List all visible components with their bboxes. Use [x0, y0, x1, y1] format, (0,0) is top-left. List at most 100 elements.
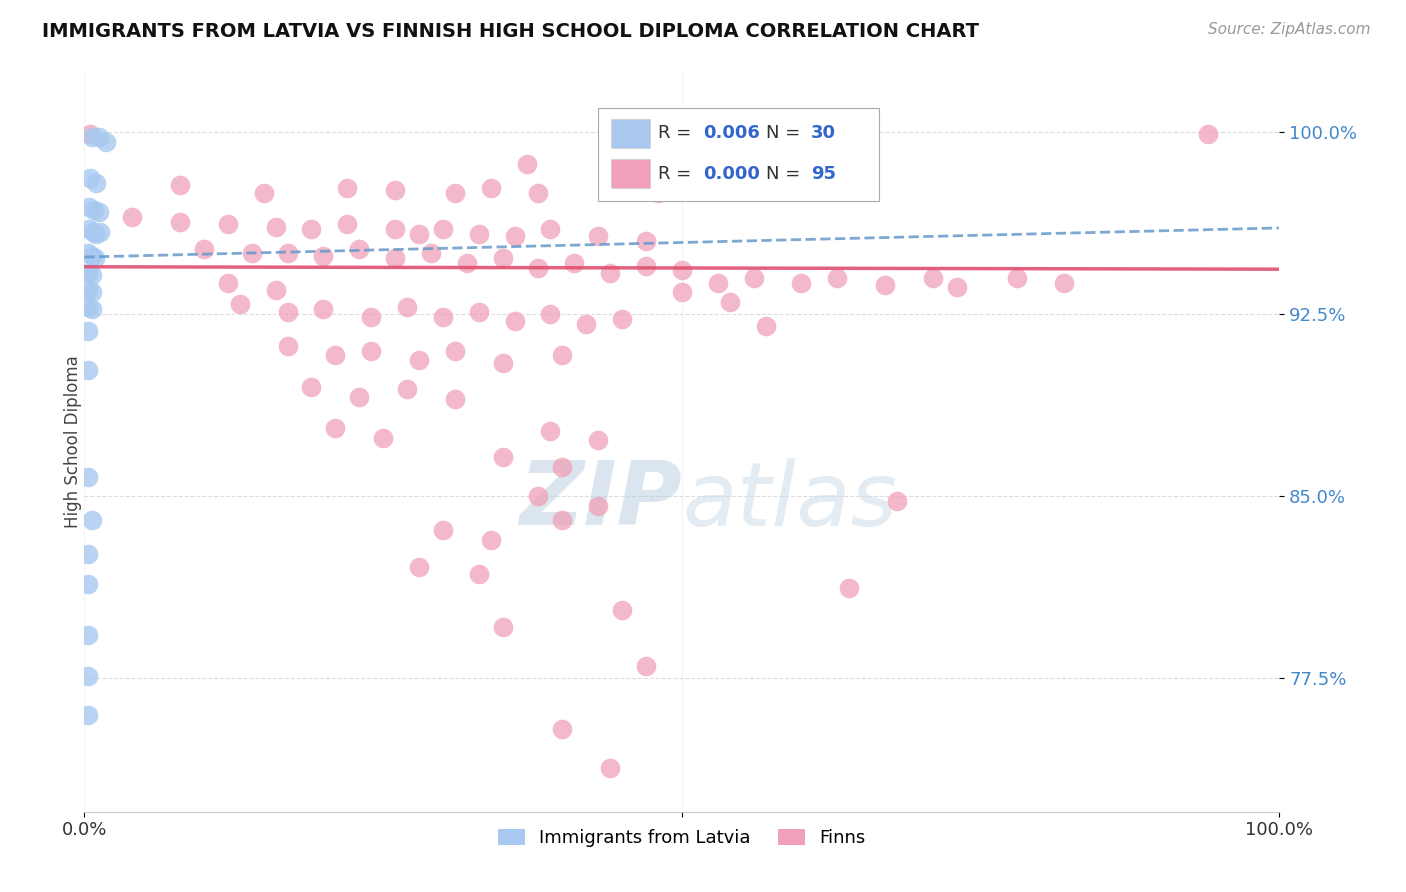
Point — [718, 295, 741, 310]
Point — [253, 186, 276, 200]
Point — [516, 156, 538, 170]
Point — [564, 256, 586, 270]
Point — [264, 219, 287, 234]
Point — [349, 390, 371, 404]
Text: atlas: atlas — [682, 458, 897, 544]
Text: IMMIGRANTS FROM LATVIA VS FINNISH HIGH SCHOOL DIPLOMA CORRELATION CHART: IMMIGRANTS FROM LATVIA VS FINNISH HIGH S… — [42, 22, 979, 41]
Point — [349, 242, 371, 256]
Point — [80, 285, 103, 300]
Text: N =: N = — [766, 164, 806, 183]
Point — [264, 283, 287, 297]
Point — [77, 669, 100, 683]
Point — [432, 310, 454, 324]
Point — [89, 225, 111, 239]
Point — [540, 307, 562, 321]
Point — [827, 270, 849, 285]
Point — [121, 210, 143, 224]
Point — [169, 178, 191, 193]
Text: 0.006: 0.006 — [703, 124, 761, 142]
Point — [384, 183, 406, 197]
Point — [503, 314, 526, 328]
Legend: Immigrants from Latvia, Finns: Immigrants from Latvia, Finns — [491, 822, 873, 855]
Point — [599, 761, 621, 775]
Point — [875, 277, 897, 292]
Point — [396, 300, 419, 314]
Point — [82, 225, 104, 239]
Point — [80, 249, 103, 263]
Point — [408, 353, 430, 368]
Point — [444, 392, 467, 406]
Point — [77, 324, 100, 338]
Point — [432, 222, 454, 236]
Text: 0.000: 0.000 — [703, 164, 761, 183]
Point — [527, 260, 550, 275]
FancyBboxPatch shape — [612, 160, 650, 188]
FancyBboxPatch shape — [612, 119, 650, 147]
Point — [77, 469, 100, 483]
Point — [1053, 276, 1076, 290]
Point — [87, 205, 110, 219]
Point — [647, 186, 669, 200]
Point — [325, 421, 347, 435]
Point — [77, 548, 100, 562]
FancyBboxPatch shape — [599, 109, 879, 201]
Point — [77, 627, 100, 641]
Point — [551, 348, 574, 362]
Point — [325, 348, 347, 362]
Point — [588, 434, 610, 448]
Text: Source: ZipAtlas.com: Source: ZipAtlas.com — [1208, 22, 1371, 37]
Point — [432, 523, 454, 537]
Point — [479, 533, 502, 547]
Point — [551, 460, 574, 475]
Point — [373, 431, 395, 445]
Point — [946, 280, 969, 294]
Point — [492, 450, 515, 465]
Text: 95: 95 — [811, 164, 837, 183]
Point — [336, 217, 359, 231]
Point — [79, 128, 101, 142]
Point — [77, 283, 100, 297]
Point — [742, 270, 765, 285]
Point — [87, 129, 110, 144]
Point — [217, 217, 239, 231]
Point — [492, 252, 515, 266]
Point — [527, 489, 550, 503]
Point — [636, 659, 658, 673]
Point — [886, 494, 908, 508]
Text: R =: R = — [658, 124, 697, 142]
Point — [217, 276, 239, 290]
Point — [444, 343, 467, 358]
Point — [1197, 128, 1219, 142]
Point — [695, 128, 717, 142]
Point — [84, 252, 107, 266]
Point — [94, 135, 117, 149]
Point — [479, 181, 502, 195]
Point — [444, 186, 467, 200]
Point — [229, 297, 252, 311]
Point — [575, 317, 598, 331]
Point — [408, 227, 430, 241]
Point — [83, 202, 105, 217]
Point — [540, 424, 562, 438]
Point — [77, 576, 100, 591]
Point — [707, 276, 730, 290]
Text: ZIP: ZIP — [519, 458, 682, 544]
Point — [77, 200, 100, 214]
Point — [77, 707, 100, 722]
Point — [277, 246, 299, 260]
Point — [360, 310, 382, 324]
Point — [301, 380, 323, 394]
Point — [80, 513, 103, 527]
Point — [277, 304, 299, 318]
Point — [790, 276, 813, 290]
Point — [240, 246, 263, 260]
Point — [612, 312, 634, 326]
Text: N =: N = — [766, 124, 806, 142]
Point — [551, 722, 574, 736]
Point — [468, 227, 491, 241]
Point — [277, 339, 299, 353]
Point — [551, 513, 574, 527]
Point — [360, 343, 382, 358]
Point — [456, 256, 478, 270]
Point — [312, 302, 335, 317]
